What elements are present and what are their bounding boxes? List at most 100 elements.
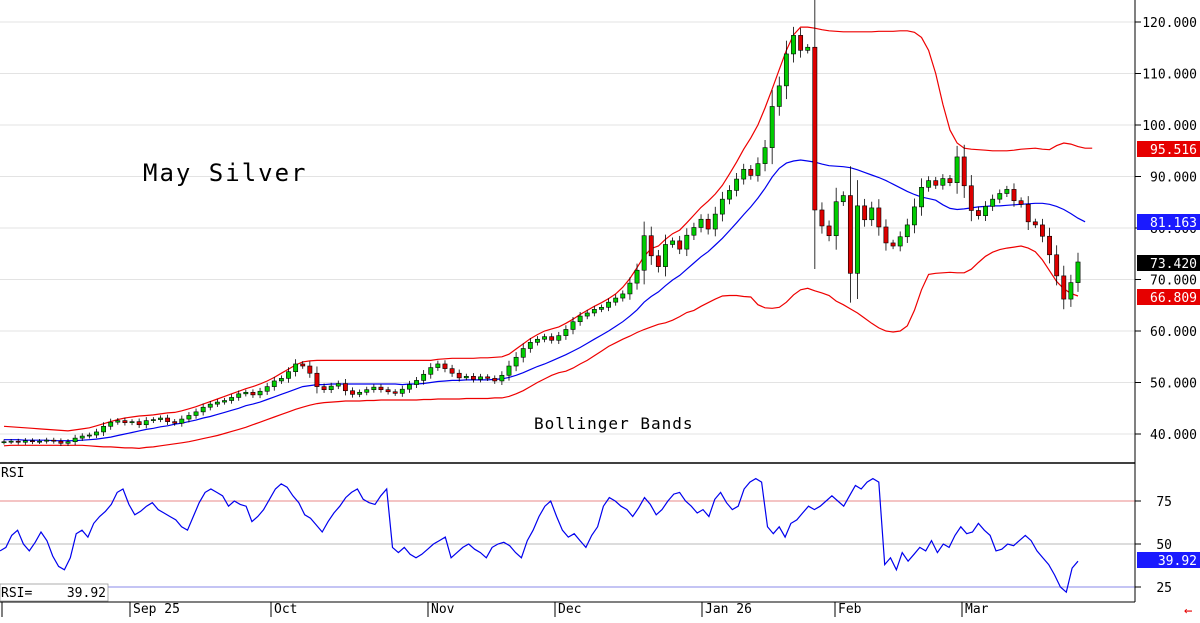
- candle: [335, 380, 341, 390]
- candle-body: [314, 372, 320, 387]
- candle-body: [556, 335, 562, 341]
- candle-body: [791, 35, 796, 55]
- candle-body: [741, 168, 747, 180]
- candle: [627, 277, 633, 300]
- candle-body: [1068, 282, 1074, 300]
- candle-body: [421, 373, 427, 381]
- upper-band-line: [3, 26, 1093, 432]
- candle-body: [961, 156, 967, 187]
- rsi-line: [0, 477, 1079, 594]
- candle: [321, 383, 327, 393]
- candle: [37, 438, 42, 444]
- candle: [549, 333, 555, 344]
- candle: [378, 384, 384, 393]
- candle: [406, 380, 412, 393]
- candle: [158, 415, 163, 423]
- candle-body: [1, 441, 7, 444]
- candle: [44, 437, 50, 444]
- candle: [506, 360, 512, 381]
- candle-body: [954, 156, 960, 183]
- time-tick-label: Sep 25: [133, 602, 180, 617]
- scroll-left-arrow-icon[interactable]: ←: [1184, 603, 1192, 619]
- candle: [911, 198, 917, 234]
- candle-body: [44, 439, 50, 442]
- candle-body: [1011, 189, 1017, 202]
- candle-body: [478, 376, 483, 380]
- candle: [883, 219, 889, 251]
- candle: [791, 26, 796, 63]
- candle: [1047, 227, 1052, 264]
- candle: [840, 191, 846, 206]
- candle-body: [442, 363, 448, 369]
- candle-body: [819, 209, 825, 227]
- candle-body: [762, 147, 768, 164]
- candle: [129, 419, 135, 426]
- candle-body: [243, 391, 249, 395]
- candle-body: [698, 218, 704, 228]
- candle: [798, 28, 804, 58]
- candle-body: [897, 236, 903, 247]
- time-tick-label: Mar: [965, 602, 989, 617]
- candle: [741, 163, 747, 185]
- candle-body: [15, 440, 21, 443]
- candle: [769, 89, 775, 165]
- candle-body: [264, 386, 270, 392]
- candle-body: [214, 401, 220, 405]
- candle: [271, 376, 277, 391]
- candle-body: [115, 420, 121, 423]
- candle-body: [399, 388, 405, 394]
- candle-body: [684, 234, 690, 250]
- candle-body: [286, 371, 291, 379]
- candle-body: [165, 417, 171, 422]
- candle: [655, 249, 661, 273]
- last-price-tag: [1137, 255, 1200, 271]
- candle-body: [236, 393, 242, 398]
- candle-body: [776, 85, 782, 107]
- price-tick-label: 120.000: [1142, 16, 1197, 31]
- bollinger-bands: [3, 26, 1093, 450]
- rsi-tick-label: 50: [1156, 538, 1172, 553]
- candle-body: [606, 301, 611, 308]
- candle-body: [65, 441, 71, 444]
- candle-body: [734, 178, 740, 191]
- candlesticks: [1, 0, 1081, 447]
- candle-body: [933, 180, 939, 186]
- candle: [435, 360, 441, 371]
- candle: [698, 214, 704, 233]
- candle: [229, 394, 235, 404]
- candle: [684, 228, 690, 257]
- candle: [719, 191, 725, 222]
- candle-body: [122, 420, 128, 423]
- candle-body: [321, 386, 327, 391]
- candle: [734, 173, 740, 197]
- candle: [463, 373, 469, 381]
- candle-body: [862, 205, 868, 221]
- candle-body: [506, 365, 512, 376]
- candle-body: [890, 242, 896, 247]
- candle: [257, 387, 263, 399]
- candle-body: [1061, 275, 1067, 300]
- candle-body: [200, 406, 206, 413]
- candle-body: [549, 336, 555, 341]
- candle-body: [342, 383, 348, 392]
- candle-body: [826, 225, 832, 237]
- candle-body: [926, 180, 932, 188]
- candle: [30, 438, 35, 445]
- price-tick-label: 60.000: [1150, 325, 1197, 340]
- rsi-value-readout: 39.92: [67, 586, 106, 601]
- candle-body: [79, 435, 85, 439]
- candle: [392, 389, 398, 396]
- candle: [641, 221, 647, 285]
- candle-body: [492, 378, 498, 382]
- time-tick-label: Dec: [558, 602, 581, 617]
- candle: [200, 403, 206, 416]
- candle: [364, 386, 370, 396]
- candle: [94, 428, 99, 439]
- candle-body: [947, 178, 953, 183]
- candle: [350, 387, 355, 398]
- candle-body: [911, 206, 917, 226]
- candle-body: [293, 363, 299, 372]
- candle: [591, 306, 597, 317]
- candle-body: [158, 417, 163, 420]
- candle-body: [1040, 224, 1045, 237]
